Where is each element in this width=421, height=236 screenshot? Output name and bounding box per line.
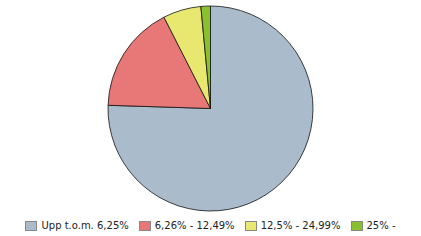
legend-label: 12,5% - 24,99% (261, 220, 341, 231)
legend-item: Upp t.o.m. 6,25% (25, 220, 128, 231)
legend-item: 25% - (351, 220, 396, 231)
legend-label: Upp t.o.m. 6,25% (41, 220, 128, 231)
legend-label: 6,26% - 12,49% (155, 220, 235, 231)
legend-item: 6,26% - 12,49% (139, 220, 235, 231)
legend-swatch (139, 221, 151, 231)
legend-item: 12,5% - 24,99% (245, 220, 341, 231)
legend-swatch (25, 221, 37, 231)
chart: Upp t.o.m. 6,25% 6,26% - 12,49% 12,5% - 24… (0, 0, 421, 236)
legend-label: 25% - (367, 220, 396, 231)
slices (108, 6, 313, 211)
legend: Upp t.o.m. 6,25% 6,26% - 12,49% 12,5% - 24… (0, 217, 421, 236)
pie-slice (108, 6, 313, 211)
legend-swatch (351, 221, 363, 231)
pie-svg (0, 0, 421, 217)
plot-area (0, 0, 421, 217)
pie-slice (164, 6, 211, 108)
legend-swatch (245, 221, 257, 231)
pie-slice (201, 6, 211, 109)
